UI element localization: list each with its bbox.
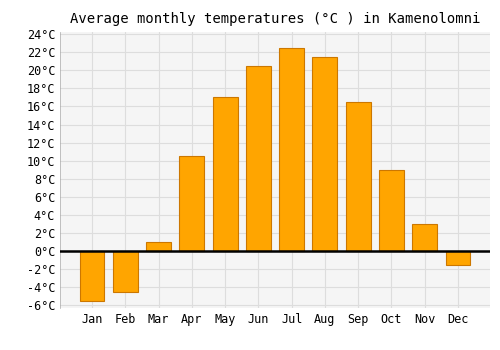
Bar — [412, 224, 437, 251]
Bar — [312, 57, 338, 251]
Bar — [446, 251, 470, 265]
Bar — [279, 48, 304, 251]
Bar — [246, 66, 271, 251]
Bar — [379, 170, 404, 251]
Bar — [180, 156, 204, 251]
Bar — [346, 102, 370, 251]
Bar — [146, 242, 171, 251]
Title: Average monthly temperatures (°C ) in Kamenolomni: Average monthly temperatures (°C ) in Ka… — [70, 12, 480, 26]
Bar — [80, 251, 104, 301]
Bar — [113, 251, 138, 292]
Bar — [212, 97, 238, 251]
